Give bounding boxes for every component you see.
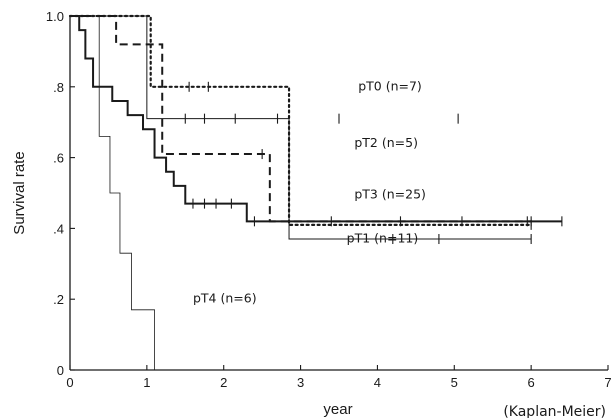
method-annotation: (Kaplan-Meier) bbox=[503, 404, 606, 418]
ticks: 0 1 2 3 4 5 6 7 0 .2 .4 .6 .8 1.0 bbox=[46, 9, 612, 390]
x-tick-label: 5 bbox=[451, 375, 458, 390]
x-tick-label: 0 bbox=[66, 375, 73, 390]
series-label-pt0: pT0 (n=7) bbox=[358, 78, 422, 93]
x-tick-label: 3 bbox=[297, 375, 304, 390]
x-tick-label: 7 bbox=[604, 375, 611, 390]
y-tick-label: .4 bbox=[53, 221, 64, 236]
x-tick-label: 1 bbox=[143, 375, 150, 390]
y-axis-title: Survival rate bbox=[11, 151, 28, 234]
x-tick-label: 6 bbox=[528, 375, 535, 390]
series-label-pt4: pT4 (n=6) bbox=[193, 291, 257, 306]
series-line-pt1 bbox=[70, 15, 532, 240]
series-line-pt0 bbox=[68, 14, 533, 226]
x-tick-label: 2 bbox=[220, 375, 227, 390]
series-label-pt1: pT1 (n=11) bbox=[347, 231, 419, 246]
series-line-pt3 bbox=[70, 15, 562, 223]
y-tick-label: .8 bbox=[53, 80, 64, 95]
series-lines bbox=[68, 14, 563, 370]
y-tick-label: .6 bbox=[53, 151, 64, 166]
series-labels: pT0 (n=7) pT1 (n=11) pT2 (n=5) pT3 (n=25) pT… bbox=[193, 78, 426, 305]
axes bbox=[69, 16, 608, 371]
series-line-pt4 bbox=[70, 15, 155, 370]
series-line-pt2 bbox=[70, 15, 532, 223]
y-tick-label: 0 bbox=[57, 363, 64, 378]
series-label-pt2: pT2 (n=5) bbox=[354, 135, 418, 150]
y-tick-label: 1.0 bbox=[46, 9, 64, 24]
x-axis-title: year bbox=[323, 401, 352, 418]
x-tick-label: 4 bbox=[374, 375, 381, 390]
y-tick-label: .2 bbox=[53, 292, 64, 307]
series-label-pt3: pT3 (n=25) bbox=[354, 186, 426, 201]
